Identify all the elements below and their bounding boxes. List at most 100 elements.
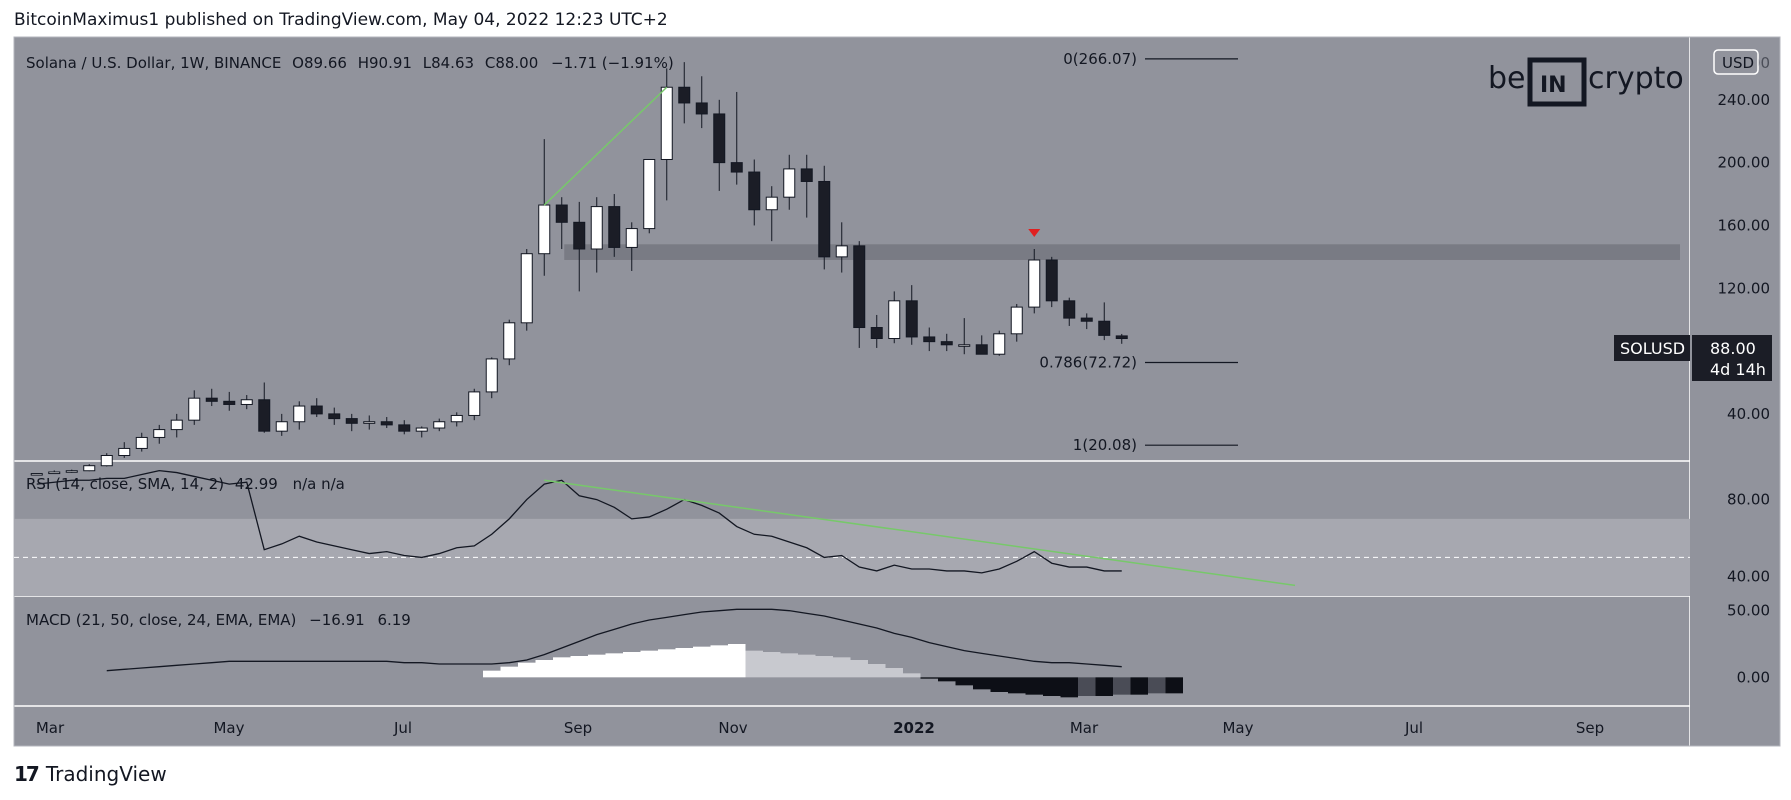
rsi-line [36, 469, 1122, 574]
time-axis-label: 2022 [893, 719, 935, 737]
chart[interactable]: 0(266.07) 0.786(72.72) 1(20.08) 40.00 80.00… [0, 0, 1791, 760]
macd-histogram-bar [1095, 677, 1113, 696]
candle-body [1045, 259, 1058, 302]
time-axis-label: Jul [393, 719, 412, 737]
macd-histogram-bar [1043, 677, 1061, 696]
macd-histogram-bar [500, 666, 518, 678]
svg-text:be: be [1488, 61, 1526, 96]
macd-histogram-bar [885, 668, 903, 678]
high-label: H [358, 54, 369, 72]
tradingview-logo-icon: 17 [14, 762, 40, 786]
rsi-value: 42.99 [235, 475, 278, 493]
candle-body [310, 405, 323, 415]
candle-body [363, 421, 376, 424]
rsi-trendline [544, 479, 1296, 587]
macd-histogram-bar [903, 673, 921, 678]
time-axis-label: Mar [36, 719, 65, 737]
macd-histogram-bar [745, 650, 763, 678]
macd-histogram-bar [920, 677, 938, 679]
candle-body [643, 158, 656, 230]
macd-legend: MACD (21, 50, close, 24, EMA, EMA) [26, 611, 296, 629]
candle-body [503, 322, 516, 360]
candle-body [258, 399, 271, 432]
candle-body [940, 341, 953, 346]
candle-body [835, 245, 848, 258]
candle-body [30, 473, 43, 476]
macd-histogram-bar [518, 662, 536, 678]
candle-body [433, 421, 446, 429]
candle-body [1080, 317, 1093, 322]
candle-body [275, 421, 288, 432]
candle-body [695, 102, 708, 115]
candle-body [1098, 320, 1111, 336]
rsi-axis-label: 80.00 [1727, 491, 1770, 509]
macd-histogram-bar [1165, 677, 1183, 694]
candle-body [415, 427, 428, 432]
svg-text:IN: IN [1540, 73, 1567, 98]
current-symbol: SOLUSD [1620, 339, 1685, 358]
candle-body [1115, 335, 1128, 340]
time-axis-label: Sep [564, 719, 592, 737]
candle-body [923, 336, 936, 343]
candle-body [573, 221, 586, 250]
macd-histogram-bar [798, 654, 816, 678]
macd-histogram-bar [1113, 677, 1131, 695]
time-axis-label: May [1222, 719, 1253, 737]
rsi-legend: RSI (14, close, SMA, 14, 2) [26, 475, 224, 493]
candle-body [100, 455, 113, 467]
candle-body [380, 421, 393, 426]
candle-body [608, 206, 621, 248]
candle-body [730, 162, 743, 173]
candle-body [888, 300, 901, 340]
candle-body [1028, 259, 1041, 308]
macd-histogram-bar [1148, 677, 1166, 694]
candle-body [853, 245, 866, 329]
price-axis-label: 240.00 [1718, 91, 1771, 109]
price-axis-label: 120.00 [1718, 279, 1771, 297]
footer: 17 TradingView [14, 762, 167, 786]
macd-histogram-bar [973, 677, 991, 690]
svg-text:RSI (14, close, SMA, 14, 2): RSI (14, close, SMA, 14, 2) 42.99 n/a n/… [26, 475, 345, 493]
macd-histogram-bar [675, 648, 693, 678]
candle-body [293, 405, 306, 423]
macd-histogram-bar [990, 677, 1008, 692]
candle-body [170, 419, 183, 431]
macd-histogram-bar [850, 660, 868, 678]
candle-body [975, 344, 988, 355]
candle-body [118, 447, 131, 457]
candle-body [205, 397, 218, 402]
current-price-tag [1692, 335, 1772, 381]
candle-body [450, 414, 463, 423]
close-label: C [485, 54, 495, 72]
rsi-axis-label: 40.00 [1727, 568, 1770, 586]
candle-body [135, 436, 148, 449]
low-label: L [423, 54, 432, 72]
red-marker-icon [1028, 229, 1041, 237]
macd-histogram-bar [1078, 677, 1096, 696]
candle-body [65, 470, 78, 473]
svg-text:crypto: crypto [1588, 61, 1684, 96]
resistance-zone [564, 244, 1680, 260]
currency-button[interactable] [1713, 49, 1759, 75]
macd-histogram-bar [640, 650, 658, 678]
candle-body [590, 206, 603, 250]
candle-body [240, 399, 253, 405]
macd-histogram-bar [955, 677, 973, 686]
time-axis-label: Sep [1576, 719, 1604, 737]
macd-value: −16.91 [309, 611, 365, 629]
macd-histogram-bar [588, 654, 606, 678]
macd-histogram-bar [868, 664, 886, 678]
candle-body [958, 344, 971, 347]
candle-body [538, 204, 551, 255]
candle-body [468, 391, 481, 416]
price-axis-label: 40.00 [1727, 405, 1770, 423]
macd-panel [14, 596, 1690, 706]
macd-histogram-bar [605, 653, 623, 678]
fib-level-label: 0(266.07) [1063, 50, 1137, 68]
price-trendline [543, 86, 668, 206]
fib-level-label: 1(20.08) [1073, 436, 1137, 454]
candle-body [713, 113, 726, 164]
open-label: O [292, 54, 304, 72]
candle-body [660, 86, 673, 160]
macd-histogram-bar [763, 652, 781, 678]
